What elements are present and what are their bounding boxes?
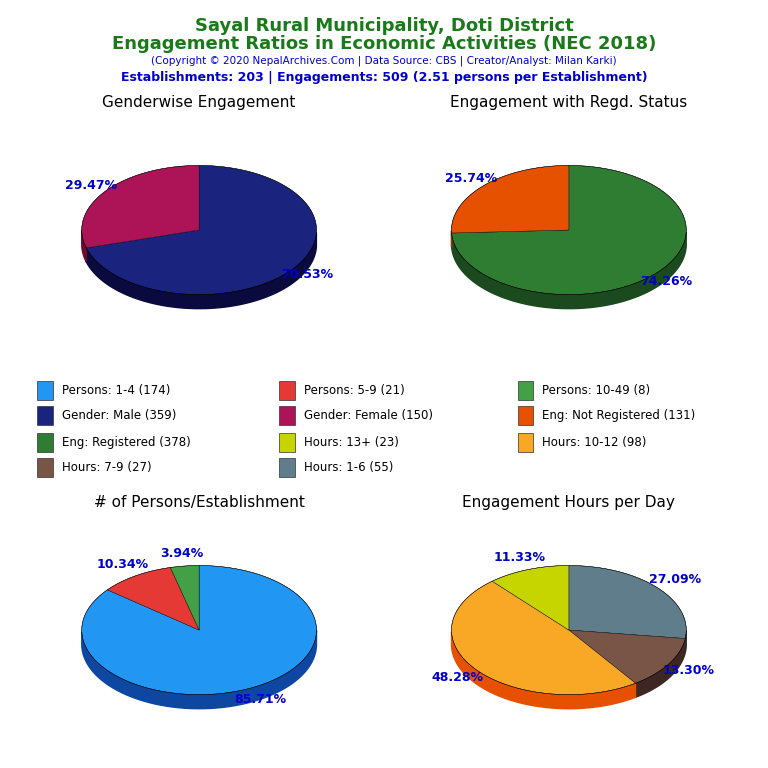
FancyBboxPatch shape [38, 458, 53, 477]
FancyBboxPatch shape [280, 406, 295, 425]
Polygon shape [170, 565, 199, 630]
Text: 74.26%: 74.26% [641, 275, 693, 288]
Polygon shape [86, 165, 316, 295]
Text: Hours: 7-9 (27): Hours: 7-9 (27) [62, 461, 151, 474]
Polygon shape [108, 568, 199, 630]
Polygon shape [685, 631, 687, 653]
Text: Eng: Registered (378): Eng: Registered (378) [62, 435, 190, 449]
FancyBboxPatch shape [280, 458, 295, 477]
Polygon shape [82, 631, 316, 709]
Polygon shape [492, 565, 569, 630]
Text: 29.47%: 29.47% [65, 179, 118, 192]
Text: 27.09%: 27.09% [649, 572, 701, 585]
FancyBboxPatch shape [38, 406, 53, 425]
Text: 13.30%: 13.30% [663, 664, 715, 677]
Text: Hours: 10-12 (98): Hours: 10-12 (98) [542, 435, 647, 449]
Text: 25.74%: 25.74% [445, 172, 498, 185]
Text: 11.33%: 11.33% [494, 551, 546, 564]
Polygon shape [452, 632, 635, 709]
Text: (Copyright © 2020 NepalArchives.Com | Data Source: CBS | Creator/Analyst: Milan : (Copyright © 2020 NepalArchives.Com | Da… [151, 55, 617, 66]
Text: 70.53%: 70.53% [281, 268, 333, 281]
Polygon shape [81, 230, 86, 262]
Text: Persons: 1-4 (174): Persons: 1-4 (174) [62, 383, 170, 396]
Polygon shape [81, 565, 316, 694]
Text: Persons: 5-9 (21): Persons: 5-9 (21) [304, 383, 405, 396]
Title: Engagement Hours per Day: Engagement Hours per Day [462, 495, 675, 510]
Text: Engagement Ratios in Economic Activities (NEC 2018): Engagement Ratios in Economic Activities… [112, 35, 656, 52]
FancyBboxPatch shape [280, 433, 295, 452]
Polygon shape [452, 165, 569, 233]
Text: 48.28%: 48.28% [432, 671, 483, 684]
Polygon shape [569, 630, 685, 684]
Polygon shape [452, 165, 687, 295]
Polygon shape [86, 233, 316, 309]
Polygon shape [569, 565, 687, 638]
FancyBboxPatch shape [38, 433, 53, 452]
Text: Eng: Not Registered (131): Eng: Not Registered (131) [542, 409, 695, 422]
Polygon shape [452, 581, 635, 694]
Text: Gender: Male (359): Gender: Male (359) [62, 409, 177, 422]
FancyBboxPatch shape [280, 381, 295, 400]
Polygon shape [81, 165, 199, 248]
Title: # of Persons/Establishment: # of Persons/Establishment [94, 495, 305, 510]
FancyBboxPatch shape [518, 433, 534, 452]
Text: 3.94%: 3.94% [160, 547, 204, 560]
Text: Sayal Rural Municipality, Doti District: Sayal Rural Municipality, Doti District [194, 17, 574, 35]
Polygon shape [452, 232, 687, 309]
Text: Establishments: 203 | Engagements: 509 (2.51 persons per Establishment): Establishments: 203 | Engagements: 509 (… [121, 71, 647, 84]
Text: 10.34%: 10.34% [97, 558, 149, 571]
Text: 85.71%: 85.71% [234, 694, 286, 707]
Text: Hours: 1-6 (55): Hours: 1-6 (55) [304, 461, 393, 474]
FancyBboxPatch shape [518, 406, 534, 425]
Title: Engagement with Regd. Status: Engagement with Regd. Status [450, 95, 687, 110]
Polygon shape [635, 638, 685, 697]
FancyBboxPatch shape [38, 381, 53, 400]
Text: Gender: Female (150): Gender: Female (150) [304, 409, 433, 422]
Text: Persons: 10-49 (8): Persons: 10-49 (8) [542, 383, 650, 396]
FancyBboxPatch shape [518, 381, 534, 400]
Title: Genderwise Engagement: Genderwise Engagement [102, 95, 296, 110]
Text: Hours: 13+ (23): Hours: 13+ (23) [304, 435, 399, 449]
